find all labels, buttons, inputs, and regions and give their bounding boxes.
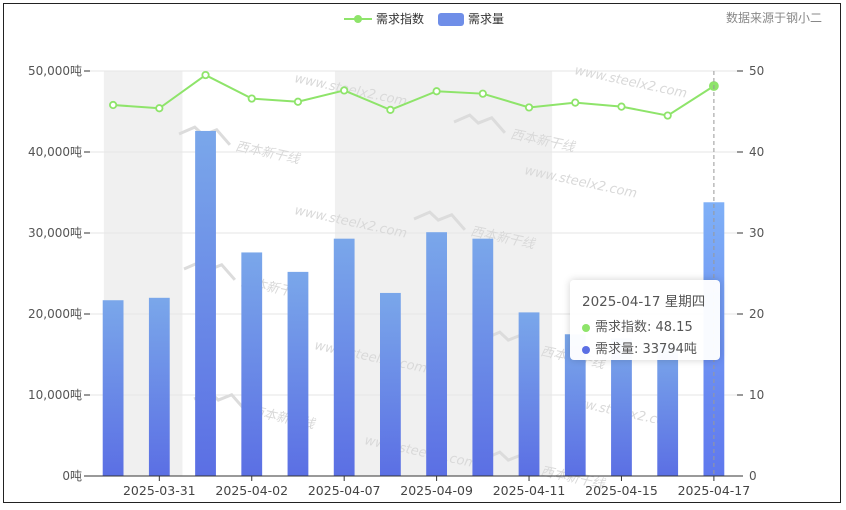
tooltip: 2025-04-17 星期四 需求指数: 48.15 需求量: 33794吨 <box>570 280 720 360</box>
right-axis-tick-label: 10 <box>749 388 764 402</box>
right-axis-tick-label: 30 <box>749 226 764 240</box>
volume-bar <box>564 334 586 476</box>
tooltip-index-row: 需求指数: 48.15 <box>582 316 708 335</box>
watermark-text: www.steelx2.com <box>573 63 688 101</box>
legend-item-volume[interactable]: 需求量 <box>438 12 504 26</box>
x-axis-tick-label: 2025-03-31 <box>123 483 196 498</box>
index-point <box>478 89 487 98</box>
left-axis-tick-label: 50,000吨 <box>28 64 82 78</box>
legend[interactable]: 需求指数 需求量 <box>344 11 504 26</box>
left-axis-tick-label: 40,000吨 <box>28 145 82 159</box>
left-axis-tick-label: 0吨 <box>62 469 82 483</box>
index-point <box>293 97 303 106</box>
index-point <box>571 98 580 107</box>
legend-item-index[interactable]: 需求指数 <box>344 11 424 26</box>
tooltip-title: 2025-04-17 星期四 <box>582 294 706 310</box>
watermark-logo-mark <box>453 113 506 134</box>
chart-frame: 需求指数 需求量 数据来源于钢小二 www.steelx2.com www.ste… <box>3 3 841 503</box>
right-axis-tick-label: 50 <box>749 64 764 78</box>
volume-bar <box>102 300 124 476</box>
tooltip-volume-row: 需求量: 33794吨 <box>582 338 708 357</box>
watermark-logo-mark <box>413 210 466 231</box>
tooltip-volume-dot <box>582 345 590 354</box>
volume-bar <box>148 297 170 476</box>
tooltip-volume-text: 需求量: 33794吨 <box>595 342 697 357</box>
x-axis-tick-label: 2025-04-15 <box>585 483 658 498</box>
right-axis-tick-label: 0 <box>749 469 757 483</box>
index-point <box>155 104 164 113</box>
right-axis-tick-label: 40 <box>749 145 764 159</box>
legend-label-index: 需求指数 <box>376 11 424 26</box>
tooltip-index-dot <box>582 323 590 332</box>
left-axis-tick-label: 30,000吨 <box>28 226 82 240</box>
index-point <box>432 87 441 96</box>
right-axis-tick-label: 20 <box>749 307 764 321</box>
volume-bar <box>379 292 401 476</box>
x-axis-tick-label: 2025-04-09 <box>400 483 473 498</box>
index-point <box>247 94 256 103</box>
index-point <box>201 70 210 80</box>
left-axis-tick-label: 10,000吨 <box>28 388 82 402</box>
watermark-logo-text: 西本新干线 <box>234 139 302 167</box>
x-axis-tick-label: 2025-04-11 <box>493 483 566 498</box>
x-axis-tick-label: 2025-04-17 <box>678 483 751 498</box>
volume-bar <box>333 238 355 476</box>
x-axis-tick-label: 2025-04-07 <box>308 483 381 498</box>
data-source-note: 数据来源于钢小二 <box>726 10 822 25</box>
index-point <box>109 100 118 110</box>
volume-bar <box>241 252 263 476</box>
index-line-path <box>113 73 715 117</box>
chart-canvas: 需求指数 需求量 数据来源于钢小二 www.steelx2.com www.ste… <box>28 10 822 498</box>
axes: 0吨 10,000吨 20,000吨 30,000吨 40,000吨 50,000吨 0 10… <box>28 64 764 498</box>
index-point <box>617 102 626 111</box>
x-axis-tick-label: 2025-04-02 <box>215 483 288 498</box>
left-axis-tick-label: 20,000吨 <box>28 307 82 321</box>
volume-bar <box>287 271 309 476</box>
index-point <box>386 105 395 114</box>
index-point <box>663 111 672 120</box>
index-line <box>109 70 719 120</box>
volume-bar <box>195 130 216 476</box>
index-point <box>524 103 534 112</box>
volume-bar <box>426 232 448 476</box>
index-point <box>340 86 349 95</box>
volume-bar <box>472 238 494 476</box>
volume-bar <box>657 344 679 476</box>
volume-bar <box>611 338 632 476</box>
volume-bar <box>518 312 540 476</box>
legend-label-volume: 需求量 <box>468 12 504 26</box>
tooltip-index-text: 需求指数: 48.15 <box>595 320 693 335</box>
